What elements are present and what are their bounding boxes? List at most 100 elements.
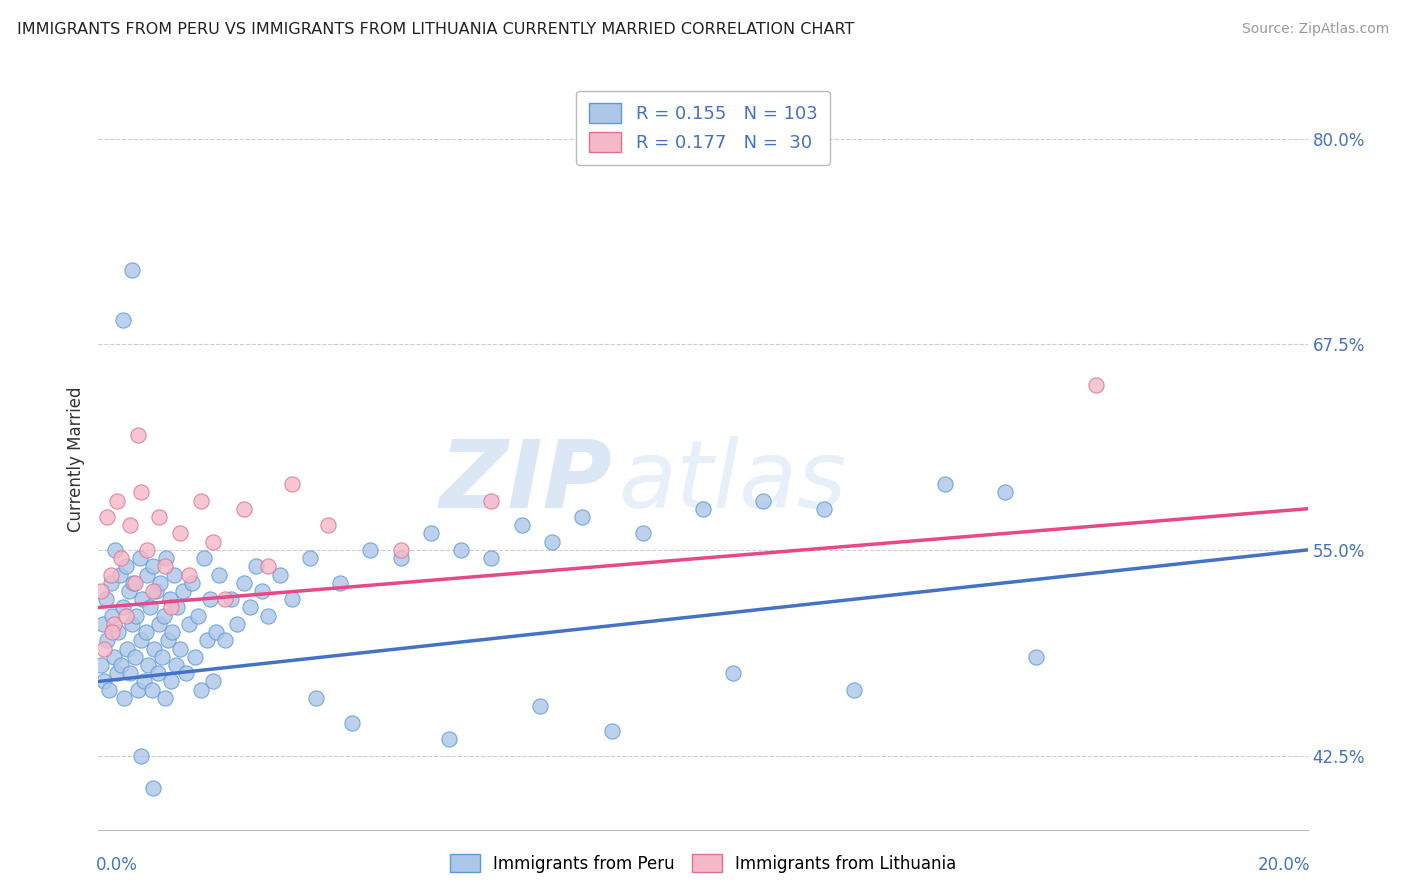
Point xyxy=(107,625,129,640)
Point xyxy=(121,263,143,277)
Point xyxy=(159,592,181,607)
Point xyxy=(179,616,201,631)
Point xyxy=(129,485,152,500)
Point xyxy=(305,690,328,705)
Point xyxy=(602,723,624,738)
Point xyxy=(90,584,112,599)
Point xyxy=(110,658,132,673)
Point xyxy=(214,592,236,607)
Point xyxy=(124,649,146,664)
Point xyxy=(187,608,209,623)
Point xyxy=(202,534,225,549)
Point xyxy=(94,592,117,607)
Point xyxy=(179,567,201,582)
Point xyxy=(281,477,304,491)
Point xyxy=(122,575,145,590)
Y-axis label: Currently Married: Currently Married xyxy=(66,386,84,533)
Point xyxy=(205,625,228,640)
Point xyxy=(105,493,128,508)
Point xyxy=(93,641,115,656)
Point xyxy=(160,674,183,689)
Point xyxy=(142,559,165,574)
Point xyxy=(202,674,225,689)
Point xyxy=(172,584,194,599)
Text: ZIP: ZIP xyxy=(440,435,613,527)
Point xyxy=(631,526,654,541)
Point xyxy=(93,674,115,689)
Point xyxy=(169,526,191,541)
Point xyxy=(813,501,835,516)
Point xyxy=(450,542,472,557)
Point xyxy=(91,616,114,631)
Point xyxy=(121,616,143,631)
Text: 20.0%: 20.0% xyxy=(1258,855,1310,873)
Point xyxy=(96,633,118,648)
Legend: Immigrants from Peru, Immigrants from Lithuania: Immigrants from Peru, Immigrants from Li… xyxy=(443,847,963,880)
Point xyxy=(132,674,155,689)
Point xyxy=(160,600,183,615)
Point xyxy=(160,625,183,640)
Point xyxy=(100,625,122,640)
Point xyxy=(111,600,134,615)
Legend: R = 0.155   N = 103, R = 0.177   N =  30: R = 0.155 N = 103, R = 0.177 N = 30 xyxy=(576,91,830,165)
Point xyxy=(131,592,153,607)
Point xyxy=(141,682,163,697)
Point xyxy=(118,584,141,599)
Point xyxy=(420,526,443,541)
Point xyxy=(281,592,304,607)
Point xyxy=(1085,378,1108,392)
Point xyxy=(169,641,191,656)
Text: atlas: atlas xyxy=(619,436,846,527)
Point xyxy=(127,682,149,697)
Point xyxy=(571,510,593,524)
Point xyxy=(156,633,179,648)
Point xyxy=(98,682,121,697)
Point xyxy=(125,608,148,623)
Point xyxy=(190,682,212,697)
Point xyxy=(105,666,128,681)
Point xyxy=(100,567,122,582)
Point xyxy=(103,616,125,631)
Point xyxy=(239,600,262,615)
Point xyxy=(124,575,146,590)
Point xyxy=(100,575,122,590)
Point xyxy=(510,518,533,533)
Point xyxy=(112,690,135,705)
Point xyxy=(148,616,170,631)
Point xyxy=(128,551,150,566)
Point xyxy=(152,608,174,623)
Point xyxy=(540,534,562,549)
Point xyxy=(221,592,243,607)
Text: IMMIGRANTS FROM PERU VS IMMIGRANTS FROM LITHUANIA CURRENTLY MARRIED CORRELATION : IMMIGRANTS FROM PERU VS IMMIGRANTS FROM … xyxy=(17,22,855,37)
Point xyxy=(389,542,412,557)
Point xyxy=(136,658,159,673)
Point xyxy=(184,649,207,664)
Point xyxy=(190,493,212,508)
Point xyxy=(127,427,149,442)
Point xyxy=(245,559,267,574)
Point xyxy=(129,748,152,763)
Point xyxy=(155,551,177,566)
Point xyxy=(723,666,745,681)
Point xyxy=(135,542,157,557)
Point xyxy=(142,781,165,796)
Point xyxy=(481,551,503,566)
Point xyxy=(110,551,132,566)
Point xyxy=(174,666,197,681)
Point xyxy=(256,559,278,574)
Point xyxy=(389,551,412,566)
Point xyxy=(181,575,204,590)
Point xyxy=(150,649,173,664)
Point xyxy=(118,666,141,681)
Point xyxy=(118,518,141,533)
Point xyxy=(143,641,166,656)
Point xyxy=(166,600,188,615)
Text: Source: ZipAtlas.com: Source: ZipAtlas.com xyxy=(1241,22,1389,37)
Point xyxy=(342,715,364,730)
Point xyxy=(129,633,152,648)
Point xyxy=(481,493,503,508)
Point xyxy=(163,567,186,582)
Point xyxy=(299,551,322,566)
Point xyxy=(360,542,382,557)
Point xyxy=(250,584,273,599)
